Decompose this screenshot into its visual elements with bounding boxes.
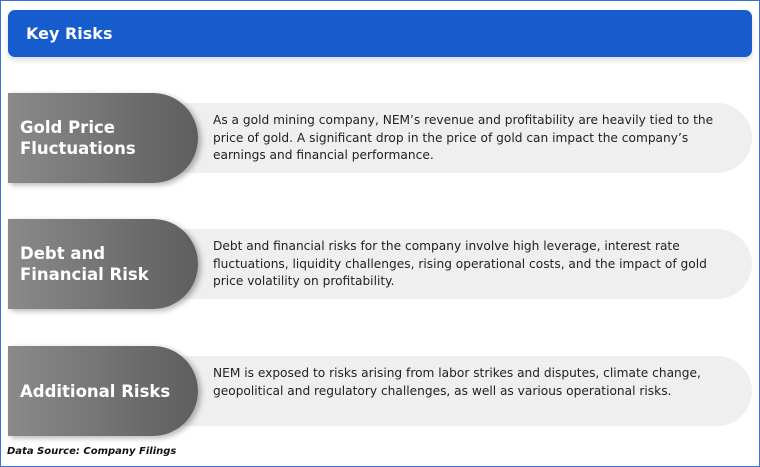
risk-title: Debt and Financial Risk [20, 244, 149, 284]
risk-description: As a gold mining company, NEM’s revenue … [183, 103, 752, 173]
risk-row: NEM is exposed to risks arising from lab… [8, 346, 752, 436]
risk-description: NEM is exposed to risks arising from lab… [183, 356, 752, 426]
risk-row: Debt and financial risks for the company… [8, 219, 752, 309]
risk-title: Additional Risks [20, 381, 171, 401]
risk-title-pill: Additional Risks [8, 346, 198, 436]
header-banner: Key Risks [8, 10, 752, 57]
page-title: Key Risks [26, 24, 113, 43]
risk-title-pill: Gold Price Fluctuations [8, 93, 198, 183]
risk-description: Debt and financial risks for the company… [183, 229, 752, 299]
risk-title: Gold Price Fluctuations [20, 118, 136, 158]
risk-row: As a gold mining company, NEM’s revenue … [8, 93, 752, 183]
risk-title-pill: Debt and Financial Risk [8, 219, 198, 309]
data-source: Data Source: Company Filings [7, 446, 177, 457]
